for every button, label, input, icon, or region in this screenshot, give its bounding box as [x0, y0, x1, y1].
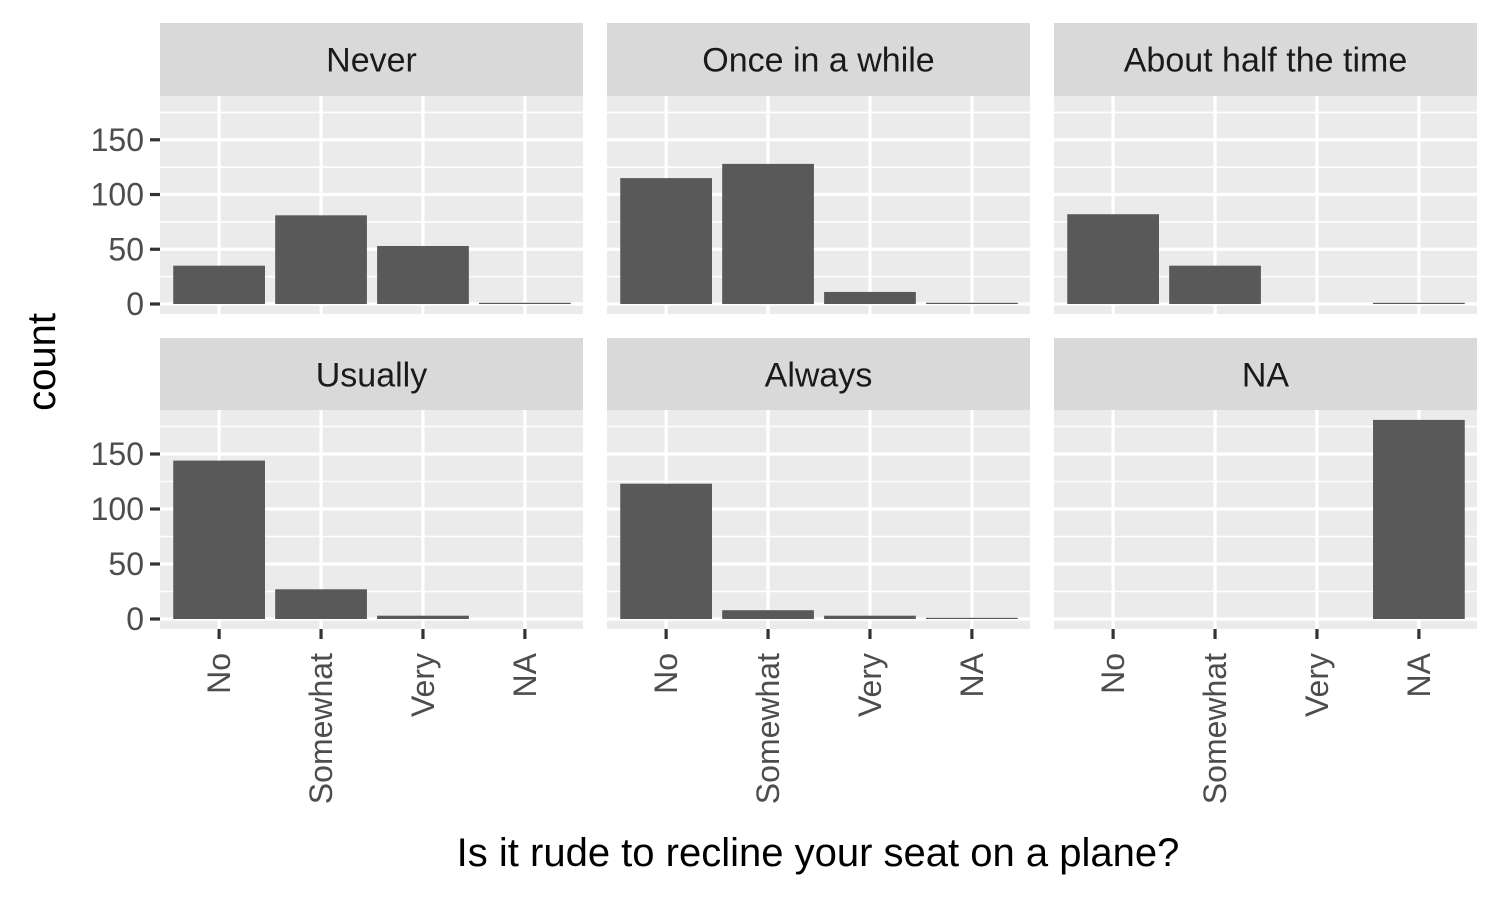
y-tick-label: 50	[108, 231, 144, 267]
x-axis-title: Is it rude to recline your seat on a pla…	[457, 831, 1180, 875]
facet-strip-label: Once in a while	[702, 42, 934, 80]
facet-strip-label: Always	[765, 357, 873, 395]
bar	[1169, 265, 1261, 304]
x-tick-label: Somewhat	[303, 653, 339, 804]
bar	[722, 163, 814, 304]
x-tick-label: Somewhat	[1197, 653, 1233, 804]
bar	[377, 245, 469, 304]
facet-panel: Always No Somewhat Very NA	[607, 338, 1030, 804]
bar	[173, 265, 265, 304]
y-tick-label: 100	[91, 177, 144, 213]
bar	[620, 178, 712, 304]
x-tick-label: Very	[1299, 653, 1335, 717]
y-tick-label: 100	[91, 491, 144, 527]
x-tick-label: NA	[1401, 652, 1437, 697]
bar	[926, 617, 1018, 619]
facet-strip	[607, 23, 1030, 96]
facet-panel: NA No Somewhat Very NA	[1054, 338, 1477, 804]
bar	[275, 215, 367, 304]
y-tick-label: 0	[126, 601, 144, 637]
x-tick-label: No	[1095, 653, 1131, 694]
facet-strip-label: Never	[326, 42, 417, 80]
facet-strip-label: About half the time	[1124, 42, 1408, 80]
x-tick-label: Very	[405, 653, 441, 717]
x-tick-label: NA	[507, 652, 543, 697]
y-tick-label: 50	[108, 546, 144, 582]
x-tick-label: No	[201, 653, 237, 694]
bar	[926, 302, 1018, 304]
facet-panel: Once in a while	[607, 23, 1030, 314]
bar	[1373, 302, 1465, 304]
facet-panel: Never 0 50 100 150	[91, 23, 583, 322]
y-axis-title: count	[20, 313, 64, 411]
bar	[275, 589, 367, 619]
bar	[377, 615, 469, 619]
facet-strip-label: Usually	[316, 357, 427, 395]
y-tick-label: 150	[91, 436, 144, 472]
facet-strip-label: NA	[1242, 357, 1290, 395]
bar	[824, 291, 916, 304]
facet-strip	[1054, 338, 1477, 411]
x-tick-label: No	[648, 653, 684, 694]
y-tick-label: 0	[126, 286, 144, 322]
facet-strip	[1054, 23, 1477, 96]
bar	[824, 615, 916, 619]
x-tick-label: Very	[852, 653, 888, 717]
facet-panel: Usually 0 50 100 150 No Somewhat Very NA	[91, 338, 583, 804]
x-tick-label: NA	[954, 652, 990, 697]
bar	[722, 610, 814, 619]
facet-strip	[607, 338, 1030, 411]
bar	[1067, 214, 1159, 304]
facet-strip	[160, 23, 583, 96]
y-tick-label: 150	[91, 122, 144, 158]
bar	[1373, 419, 1465, 619]
facet-panel: About half the time	[1054, 23, 1477, 314]
facet-strip	[160, 338, 583, 411]
x-tick-label: Somewhat	[750, 653, 786, 804]
bar	[479, 302, 571, 304]
bar	[620, 483, 712, 619]
bar	[173, 460, 265, 619]
